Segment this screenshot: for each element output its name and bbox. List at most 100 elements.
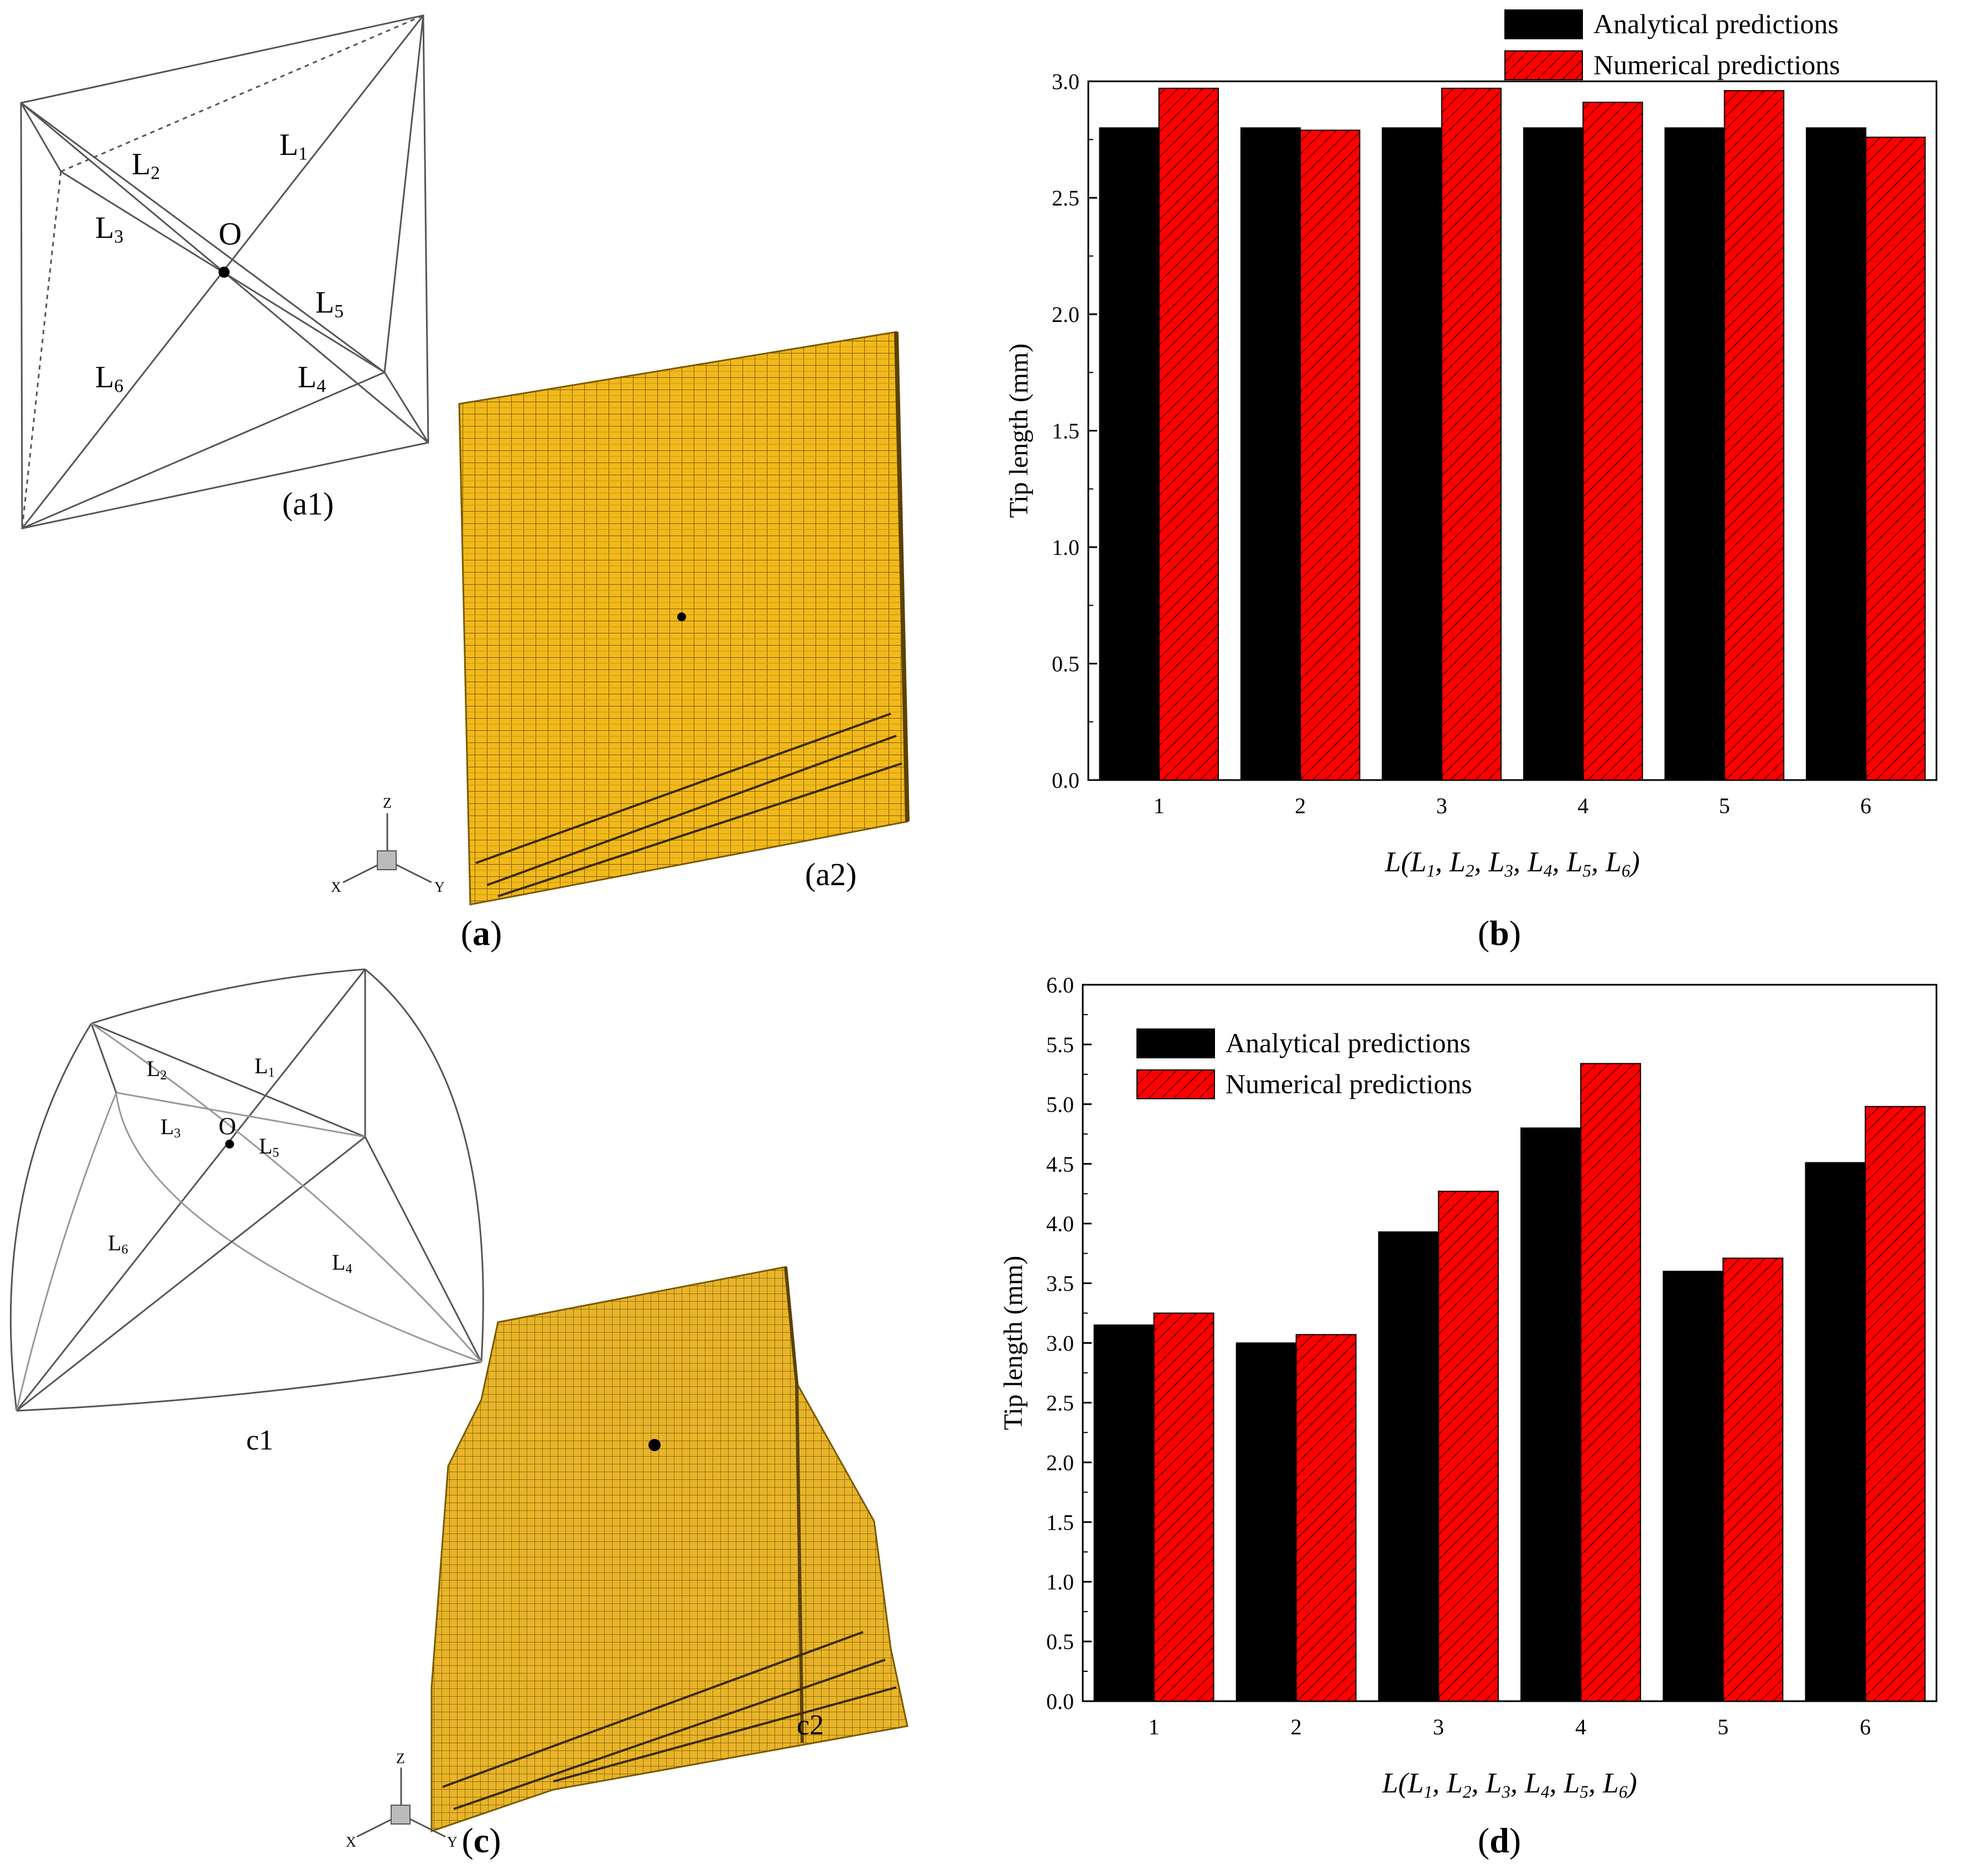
label-l4: L4: [332, 1250, 352, 1276]
y-tick-label: 4.5: [1046, 1152, 1074, 1177]
legend-swatch-1: [1136, 1069, 1215, 1099]
caption-a: (a): [460, 913, 502, 953]
label-l5: L5: [259, 1134, 279, 1160]
label-l1: L1: [255, 1053, 274, 1080]
caption-c: (c): [461, 1821, 501, 1860]
y-tick-label: 1.0: [1052, 535, 1079, 560]
center-point-o: [219, 267, 230, 278]
x-tick-label: 3: [1436, 793, 1447, 818]
bar-numerical-6: [1865, 1106, 1926, 1702]
axis-y-label: Y: [447, 1834, 458, 1850]
axis-triad-a: Z X Y: [331, 795, 445, 895]
octahedron-wireframe: [20, 14, 429, 529]
y-tick-label: 1.0: [1046, 1570, 1074, 1594]
label-l2: L2: [147, 1056, 167, 1083]
x-tick-label: 4: [1577, 793, 1588, 818]
x-tick-label: 6: [1860, 1714, 1871, 1739]
panel-c: O L1 L2 L3 L4 L5 L6 c1 c2 Z X Y (c): [0, 968, 941, 1873]
chart-d: 0.0 0.5 1.0 1.5 2.0 2.5 3.0 3.5 4.0 4.5 5.0 5.5 6.0 T…: [999, 973, 1938, 1801]
y-tick-label: 2.0: [1052, 302, 1079, 327]
label-o: O: [219, 1113, 236, 1140]
label-l3: L3: [95, 211, 123, 247]
sub-label-a2: (a2): [805, 856, 856, 892]
bar-analytical-6: [1805, 127, 1867, 781]
y-axis-label: Tip length (mm): [1004, 344, 1034, 518]
voxel-body-c2: [430, 1266, 908, 1833]
panel-c-diagram: O L1 L2 L3 L4 L5 L6 c1 c2 Z X Y: [9, 968, 908, 1850]
x-tick-label: 2: [1295, 793, 1306, 818]
bar-numerical-2: [1300, 129, 1361, 781]
x-tick-label: 6: [1860, 793, 1871, 818]
bar-numerical-3: [1441, 87, 1502, 781]
sub-label-a1: (a1): [282, 486, 334, 522]
axis-x-label: X: [331, 879, 341, 895]
bar-analytical-4: [1523, 127, 1584, 781]
bar-analytical-2: [1240, 127, 1301, 781]
legend-swatch-0: [1136, 1028, 1215, 1058]
axis-z-label: Z: [396, 1750, 405, 1766]
x-axis-label: L(L1, L2, L3, L4, L5, L6): [1384, 846, 1640, 880]
y-tick-label: 0.0: [1052, 768, 1079, 793]
y-tick-label: 0.5: [1052, 652, 1079, 677]
sub-label-c1: c1: [246, 1425, 273, 1456]
y-tick-label: 0.5: [1046, 1629, 1074, 1654]
label-o: O: [219, 216, 242, 252]
panel-d: 0.0 0.5 1.0 1.5 2.0 2.5 3.0 3.5 4.0 4.5 5.0 5.5 6.0 T…: [941, 968, 1968, 1873]
x-tick-label: 1: [1149, 1714, 1160, 1739]
legend-swatch-0: [1504, 9, 1583, 39]
sub-label-c2: c2: [797, 1709, 824, 1741]
chart-b: 0.0 0.5 1.0 1.5 2.0 2.5 3.0 Tip length (mm) 1 2 3 4…: [1004, 8, 1938, 880]
bar-numerical-5: [1723, 90, 1785, 781]
legend-label-0: Analytical predictions: [1226, 1027, 1471, 1058]
axis-triad-c: Z X Y: [346, 1750, 458, 1850]
label-l2: L2: [132, 147, 160, 183]
y-tick-label: 3.5: [1046, 1271, 1074, 1296]
label-l6: L6: [108, 1230, 128, 1257]
x-tick-label: 5: [1719, 793, 1730, 818]
legend-label-1: Numerical predictions: [1593, 49, 1840, 80]
y-tick-label: 3.0: [1052, 69, 1079, 94]
y-tick-label: 4.0: [1046, 1212, 1074, 1236]
y-tick-label: 0.0: [1046, 1689, 1074, 1714]
y-tick-label: 1.5: [1046, 1510, 1074, 1535]
bar-analytical-6: [1805, 1162, 1866, 1702]
y-tick-label: 5.5: [1046, 1032, 1074, 1057]
label-l4: L4: [298, 360, 326, 396]
y-tick-label: 5.0: [1046, 1092, 1074, 1117]
label-l5: L5: [315, 285, 344, 321]
y-tick-label: 6.0: [1046, 973, 1074, 997]
legend-label-1: Numerical predictions: [1226, 1068, 1472, 1099]
y-tick-label: 2.0: [1046, 1450, 1074, 1475]
axis-x-label: X: [346, 1834, 356, 1850]
label-l3: L3: [160, 1114, 180, 1141]
y-axis-label: Tip length (mm): [999, 1256, 1028, 1431]
label-l6: L6: [95, 360, 123, 396]
panel-a: O L1 L2 L3 L4 L5 L6 (a1) (a2) Z X Y (a): [0, 0, 941, 968]
x-tick-label: 3: [1433, 1714, 1444, 1739]
legend-label-0: Analytical predictions: [1593, 8, 1839, 39]
bar-numerical-1: [1153, 1312, 1214, 1702]
bar-analytical-3: [1378, 1231, 1439, 1702]
bar-numerical-3: [1437, 1191, 1499, 1702]
bar-numerical-4: [1580, 1063, 1642, 1702]
x-tick-label: 2: [1291, 1714, 1302, 1739]
panel-b: 0.0 0.5 1.0 1.5 2.0 2.5 3.0 Tip length (mm) 1 2 3 4…: [941, 0, 1968, 968]
label-l1: L1: [279, 128, 308, 164]
bar-analytical-5: [1663, 1271, 1724, 1702]
y-tick-label: 1.5: [1052, 419, 1079, 444]
bar-analytical-1: [1099, 127, 1160, 781]
x-tick-label: 5: [1717, 1714, 1728, 1739]
bar-analytical-4: [1520, 1127, 1582, 1702]
bar-analytical-5: [1664, 127, 1725, 781]
x-tick-label: 4: [1575, 1714, 1586, 1739]
panel-a-diagram: O L1 L2 L3 L4 L5 L6 (a1) (a2) Z X Y: [20, 14, 910, 906]
curved-octahedron-wireframe: [9, 968, 484, 1412]
caption-b: (b): [1477, 913, 1522, 953]
y-tick-label: 2.5: [1046, 1390, 1074, 1415]
legend-swatch-1: [1504, 50, 1583, 80]
x-tick-label: 1: [1154, 793, 1165, 818]
axis-y-label: Y: [434, 879, 445, 895]
bar-analytical-3: [1382, 127, 1442, 781]
center-point-o: [225, 1140, 234, 1149]
bar-numerical-4: [1582, 101, 1643, 781]
